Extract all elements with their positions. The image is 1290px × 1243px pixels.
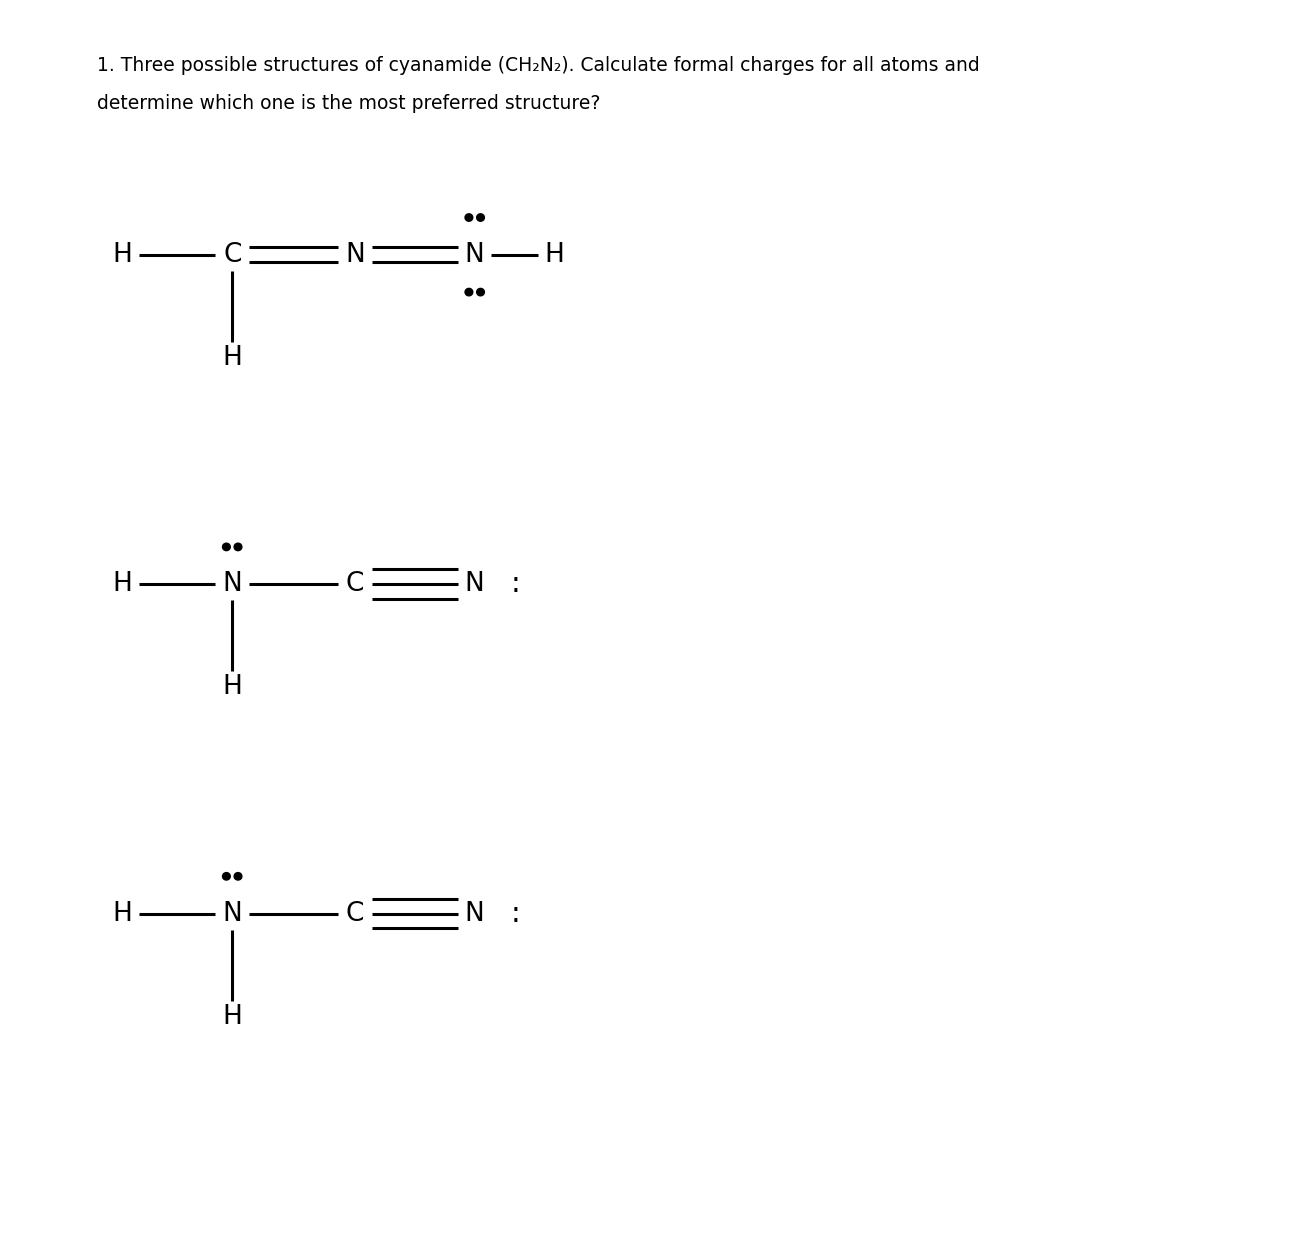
Text: N: N — [464, 242, 485, 267]
Text: H: H — [222, 675, 243, 700]
Text: N: N — [344, 242, 365, 267]
Text: N: N — [222, 901, 243, 926]
Circle shape — [477, 214, 485, 221]
Circle shape — [477, 288, 485, 296]
Text: H: H — [544, 242, 565, 267]
Text: C: C — [223, 242, 241, 267]
Text: 1. Three possible structures of cyanamide (CH₂N₂). Calculate formal charges for : 1. Three possible structures of cyanamid… — [97, 56, 979, 75]
Text: N: N — [222, 572, 243, 597]
Text: determine which one is the most preferred structure?: determine which one is the most preferre… — [97, 94, 600, 113]
Text: :: : — [511, 900, 521, 927]
Text: H: H — [112, 901, 133, 926]
Circle shape — [222, 873, 230, 880]
Text: H: H — [222, 346, 243, 370]
Text: N: N — [464, 901, 485, 926]
Text: H: H — [112, 242, 133, 267]
Circle shape — [464, 214, 472, 221]
Text: N: N — [464, 572, 485, 597]
Text: C: C — [346, 572, 364, 597]
Circle shape — [235, 543, 243, 551]
Text: C: C — [346, 901, 364, 926]
Circle shape — [222, 543, 230, 551]
Circle shape — [235, 873, 243, 880]
Text: H: H — [222, 1004, 243, 1029]
Text: H: H — [112, 572, 133, 597]
Circle shape — [464, 288, 472, 296]
Text: :: : — [511, 571, 521, 598]
